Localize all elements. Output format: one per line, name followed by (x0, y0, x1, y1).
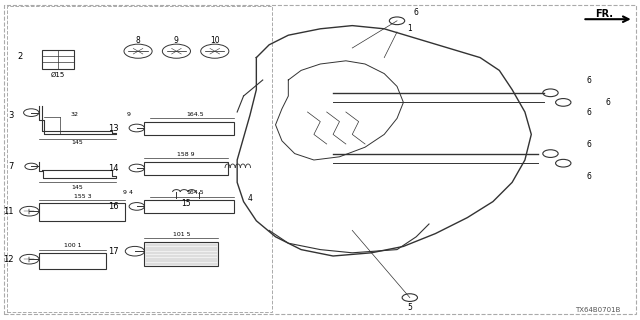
Text: 101 5: 101 5 (173, 232, 190, 237)
Text: 4: 4 (248, 194, 252, 203)
Text: 32: 32 (70, 112, 78, 117)
Bar (42, 50, 74, 69)
Bar (145, 242, 218, 266)
Text: 10: 10 (210, 36, 220, 44)
Text: Ø15: Ø15 (51, 72, 65, 78)
Text: 6: 6 (414, 8, 419, 17)
Text: 9: 9 (127, 112, 131, 117)
Text: 100 1: 100 1 (64, 243, 81, 248)
Text: FR.: FR. (595, 9, 613, 20)
Bar (145, 122, 234, 135)
Text: 164.5: 164.5 (187, 112, 204, 117)
Text: 6: 6 (605, 98, 611, 107)
Text: 7: 7 (8, 162, 13, 171)
Text: 15: 15 (181, 199, 191, 208)
Text: 164.5: 164.5 (187, 190, 204, 196)
Text: 6: 6 (586, 108, 591, 116)
Text: 6: 6 (586, 76, 591, 84)
Bar (145, 200, 234, 213)
Text: 6: 6 (586, 172, 591, 180)
Text: 14: 14 (108, 164, 119, 172)
Text: 158 9: 158 9 (177, 152, 195, 157)
Text: TX64B0701B: TX64B0701B (575, 308, 621, 313)
Text: 8: 8 (136, 36, 140, 44)
Text: 11: 11 (3, 207, 13, 216)
Text: 17: 17 (108, 247, 119, 256)
Text: 9: 9 (174, 36, 179, 44)
Bar (39, 203, 125, 221)
Text: 13: 13 (108, 124, 119, 132)
Text: 5: 5 (408, 303, 412, 312)
Text: 145: 145 (72, 185, 83, 190)
Bar (39, 253, 106, 269)
Text: 12: 12 (3, 255, 13, 264)
Text: 6: 6 (586, 140, 591, 148)
Text: 3: 3 (8, 111, 13, 120)
Text: 155 3: 155 3 (74, 194, 92, 199)
Text: 1: 1 (408, 24, 412, 33)
Bar (145, 162, 228, 175)
Text: 2: 2 (18, 52, 23, 60)
Bar (7, 6, 273, 312)
Text: 16: 16 (108, 202, 119, 211)
Text: 145: 145 (72, 140, 83, 145)
Text: 9 4: 9 4 (124, 190, 134, 196)
